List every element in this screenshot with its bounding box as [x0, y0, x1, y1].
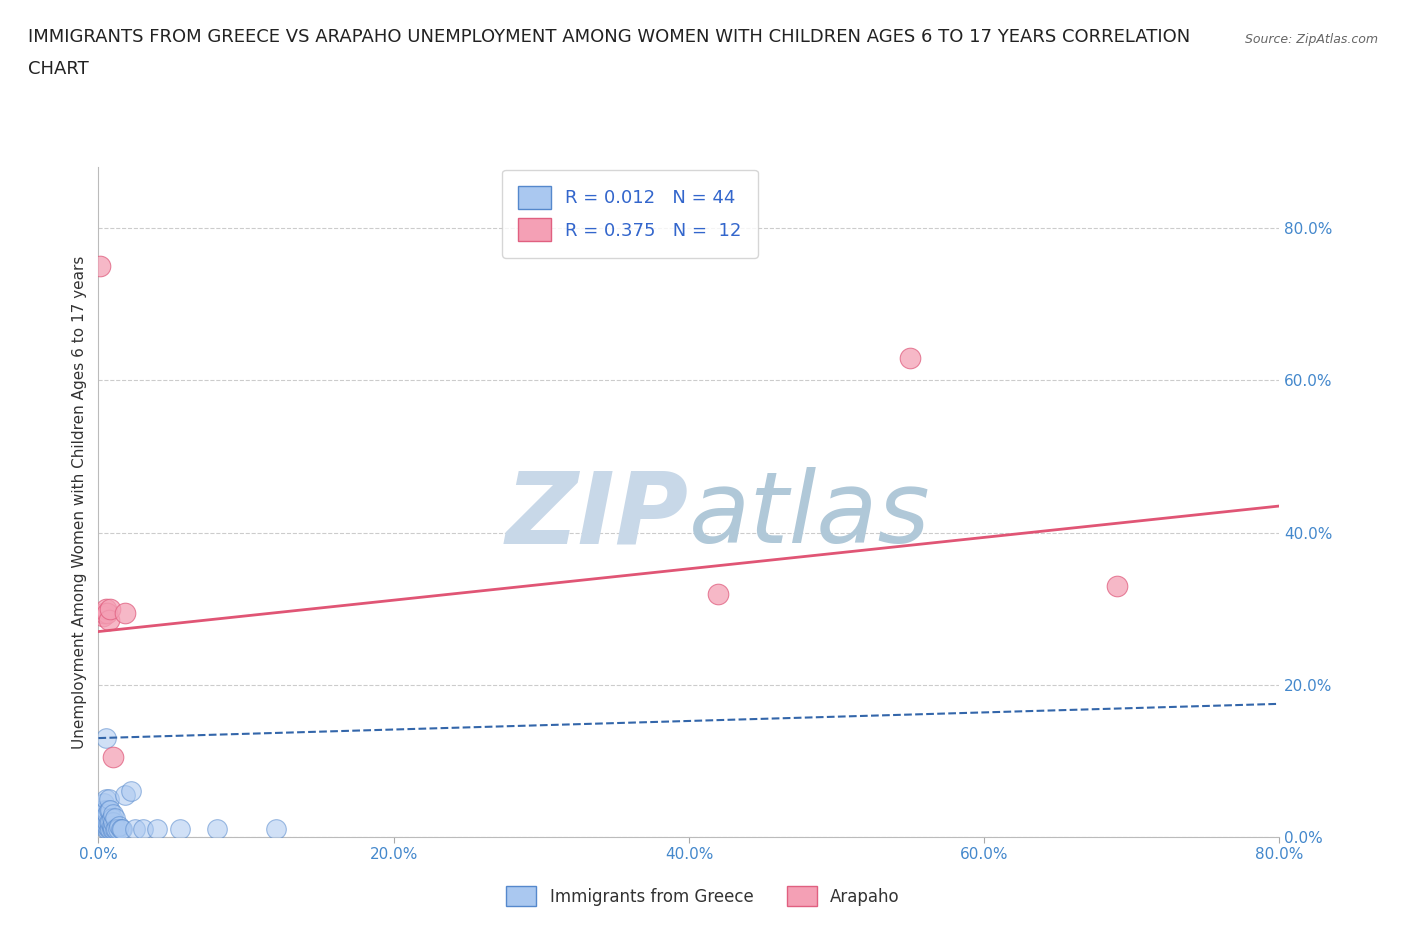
- Point: [97, 815, 120, 830]
- Point: [94, 602, 117, 617]
- Point: [93, 605, 115, 620]
- Point: [114, 788, 136, 803]
- Point: [100, 811, 122, 826]
- Point: [100, 822, 122, 837]
- Point: [120, 784, 142, 799]
- Point: [107, 822, 129, 837]
- Point: [94, 791, 117, 806]
- Point: [103, 806, 125, 821]
- Point: [1105, 578, 1128, 593]
- Point: [96, 818, 118, 833]
- Text: atlas: atlas: [689, 467, 931, 565]
- Text: CHART: CHART: [28, 60, 89, 78]
- Point: [132, 822, 155, 837]
- Point: [98, 822, 121, 837]
- Point: [100, 818, 122, 833]
- Point: [97, 791, 120, 806]
- Point: [97, 803, 120, 817]
- Point: [98, 815, 121, 830]
- Point: [96, 822, 118, 837]
- Text: ZIP: ZIP: [506, 467, 689, 565]
- Point: [93, 811, 115, 826]
- Point: [146, 822, 169, 837]
- Point: [108, 818, 131, 833]
- Point: [114, 605, 136, 620]
- Text: Source: ZipAtlas.com: Source: ZipAtlas.com: [1244, 33, 1378, 46]
- Point: [96, 806, 118, 821]
- Point: [96, 605, 118, 620]
- Point: [91, 609, 114, 624]
- Point: [98, 602, 121, 617]
- Point: [104, 811, 127, 826]
- Point: [103, 750, 125, 764]
- Point: [110, 822, 132, 837]
- Point: [103, 815, 125, 830]
- Legend: Immigrants from Greece, Arapaho: Immigrants from Greece, Arapaho: [499, 880, 907, 912]
- Text: IMMIGRANTS FROM GREECE VS ARAPAHO UNEMPLOYMENT AMONG WOMEN WITH CHILDREN AGES 6 : IMMIGRANTS FROM GREECE VS ARAPAHO UNEMPL…: [28, 28, 1191, 46]
- Point: [94, 731, 117, 746]
- Legend: R = 0.012   N = 44, R = 0.375   N =  12: R = 0.012 N = 44, R = 0.375 N = 12: [502, 170, 758, 258]
- Point: [94, 818, 117, 833]
- Point: [124, 822, 146, 837]
- Point: [96, 815, 118, 830]
- Point: [103, 822, 125, 837]
- Point: [89, 259, 111, 273]
- Point: [104, 822, 127, 837]
- Point: [105, 822, 128, 837]
- Point: [111, 822, 134, 837]
- Point: [264, 822, 287, 837]
- Point: [97, 613, 120, 628]
- Point: [707, 586, 730, 601]
- Y-axis label: Unemployment Among Women with Children Ages 6 to 17 years: Unemployment Among Women with Children A…: [72, 256, 87, 749]
- Point: [91, 806, 114, 821]
- Point: [90, 811, 112, 826]
- Point: [98, 803, 121, 817]
- Point: [169, 822, 191, 837]
- Point: [93, 795, 115, 810]
- Point: [91, 803, 114, 817]
- Point: [93, 815, 115, 830]
- Point: [94, 803, 117, 817]
- Point: [97, 822, 120, 837]
- Point: [94, 811, 117, 826]
- Point: [205, 822, 228, 837]
- Point: [900, 351, 922, 365]
- Point: [94, 822, 117, 837]
